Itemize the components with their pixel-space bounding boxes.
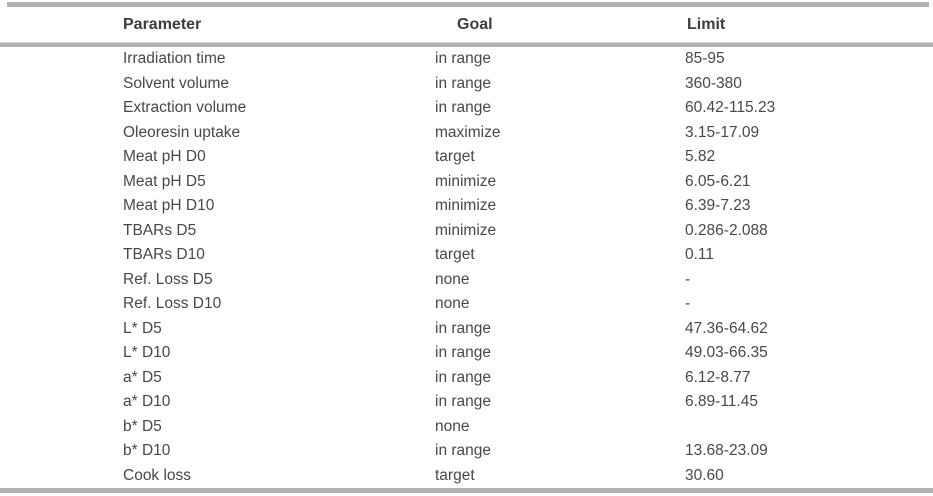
table-row: Meat pH D0 target 5.82 [0,145,933,170]
table-row: Ref. Loss D5 none - [0,268,933,293]
cell-goal: none [435,295,470,313]
column-header-limit: Limit [687,15,726,33]
cell-goal: minimize [435,221,497,239]
table-bottom-rule [0,488,933,493]
cell-parameter: Meat pH D0 [123,148,206,166]
optimization-table-header: Parameter Goal Limit [0,7,933,42]
cell-goal: in range [435,50,492,68]
cell-limit: 0.11 [685,246,715,264]
cell-parameter: TBARs D5 [123,221,197,239]
table-row: L* D10 in range 49.03-66.35 [0,341,933,366]
cell-goal: in range [435,393,492,411]
cell-goal: in range [435,319,492,337]
column-header-parameter: Parameter [123,15,202,33]
header-row: Parameter Goal Limit [0,7,933,42]
cell-goal: target [435,148,475,166]
cell-goal: minimize [435,197,497,215]
cell-limit [685,415,933,440]
cell-limit: 60.42-115.23 [685,99,776,117]
table-row: a* D5 in range 6.12-8.77 [0,366,933,391]
cell-limit: 47.36-64.62 [685,319,768,337]
table-row: TBARs D10 target 0.11 [0,243,933,268]
cell-goal: in range [435,74,492,92]
column-header-goal: Goal [457,15,493,33]
cell-parameter: Cook loss [123,466,192,484]
table-row: TBARs D5 minimize 0.286-2.088 [0,219,933,244]
cell-parameter: L* D5 [123,319,162,337]
cell-parameter: b* D5 [123,417,162,435]
cell-limit: 6.12-8.77 [685,368,751,386]
cell-goal: in range [435,99,492,117]
cell-parameter: Oleoresin uptake [123,123,241,141]
cell-limit: 6.05-6.21 [685,172,751,190]
cell-parameter: b* D10 [123,442,171,460]
cell-limit: 49.03-66.35 [685,344,768,362]
cell-goal: in range [435,344,492,362]
cell-parameter: Ref. Loss D5 [123,270,213,288]
cell-limit: - [685,295,691,313]
cell-parameter: Extraction volume [123,99,247,117]
cell-goal: in range [435,368,492,386]
cell-goal: in range [435,442,492,460]
cell-goal: target [435,466,475,484]
table-top-rule [7,2,929,7]
table-row: Meat pH D5 minimize 6.05-6.21 [0,170,933,195]
table-row: Oleoresin uptake maximize 3.15-17.09 [0,121,933,146]
cell-goal: minimize [435,172,497,190]
cell-goal: none [435,270,470,288]
table-row: Irradiation time in range 85-95 [0,47,933,72]
cell-parameter: Ref. Loss D10 [123,295,222,313]
table-row: Cook loss target 30.60 [0,464,933,489]
cell-limit: 5.82 [685,148,716,166]
optimization-table-body: Irradiation time in range 85-95 Solvent … [0,47,933,488]
cell-parameter: Meat pH D5 [123,172,206,190]
cell-limit: 0.286-2.088 [685,221,768,239]
cell-limit: 360-380 [685,74,742,92]
cell-parameter: Meat pH D10 [123,197,215,215]
cell-goal: target [435,246,475,264]
cell-parameter: a* D5 [123,368,162,386]
table-header-rule [0,42,933,47]
table-row: Solvent volume in range 360-380 [0,72,933,97]
cell-parameter: Solvent volume [123,74,229,92]
cell-limit: 30.60 [685,466,724,484]
table-row: Ref. Loss D10 none - [0,292,933,317]
cell-limit: 6.89-11.45 [685,393,758,411]
cell-parameter: TBARs D10 [123,246,205,264]
cell-limit: - [685,270,691,288]
cell-limit: 6.39-7.23 [685,197,751,215]
cell-limit: 13.68-23.09 [685,442,768,460]
cell-parameter: L* D10 [123,344,171,362]
cell-goal: none [435,417,470,435]
cell-limit: 3.15-17.09 [685,123,760,141]
table-row: L* D5 in range 47.36-64.62 [0,317,933,342]
table-row: a* D10 in range 6.89-11.45 [0,390,933,415]
table-row: Extraction volume in range 60.42-115.23 [0,96,933,121]
cell-limit: 85-95 [685,50,725,68]
cell-goal: maximize [435,123,501,141]
cell-parameter: a* D10 [123,393,171,411]
table-row: Meat pH D10 minimize 6.39-7.23 [0,194,933,219]
table-row: b* D5 none [0,415,933,440]
table-row: b* D10 in range 13.68-23.09 [0,439,933,464]
cell-parameter: Irradiation time [123,50,226,68]
